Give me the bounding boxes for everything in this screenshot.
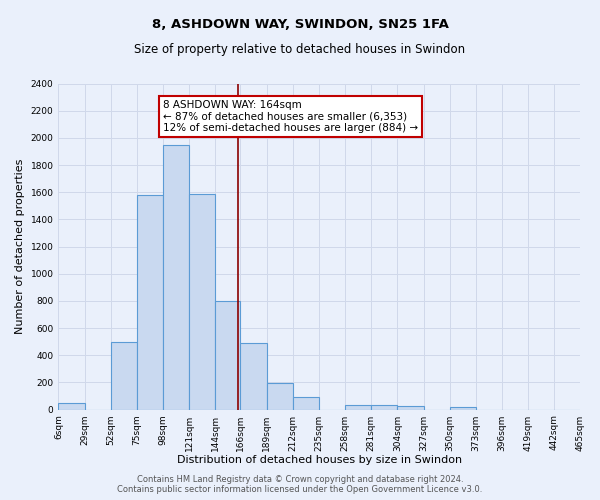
Bar: [293, 398, 319, 409]
Text: Contains HM Land Registry data © Crown copyright and database right 2024.
Contai: Contains HM Land Registry data © Crown c…: [118, 474, 482, 494]
Bar: [189, 194, 215, 410]
Bar: [137, 195, 163, 410]
Bar: [397, 406, 424, 409]
Bar: [215, 301, 241, 410]
X-axis label: Distribution of detached houses by size in Swindon: Distribution of detached houses by size …: [177, 455, 462, 465]
Bar: [266, 383, 293, 409]
Bar: [345, 405, 371, 409]
Bar: [449, 407, 476, 410]
Y-axis label: Number of detached properties: Number of detached properties: [15, 159, 25, 334]
Bar: [163, 144, 189, 410]
Bar: [371, 405, 397, 409]
Text: Size of property relative to detached houses in Swindon: Size of property relative to detached ho…: [134, 42, 466, 56]
Bar: [58, 403, 85, 409]
Bar: [241, 343, 266, 409]
Text: 8 ASHDOWN WAY: 164sqm
← 87% of detached houses are smaller (6,353)
12% of semi-d: 8 ASHDOWN WAY: 164sqm ← 87% of detached …: [163, 100, 418, 133]
Bar: [111, 342, 137, 409]
Text: 8, ASHDOWN WAY, SWINDON, SN25 1FA: 8, ASHDOWN WAY, SWINDON, SN25 1FA: [152, 18, 448, 30]
